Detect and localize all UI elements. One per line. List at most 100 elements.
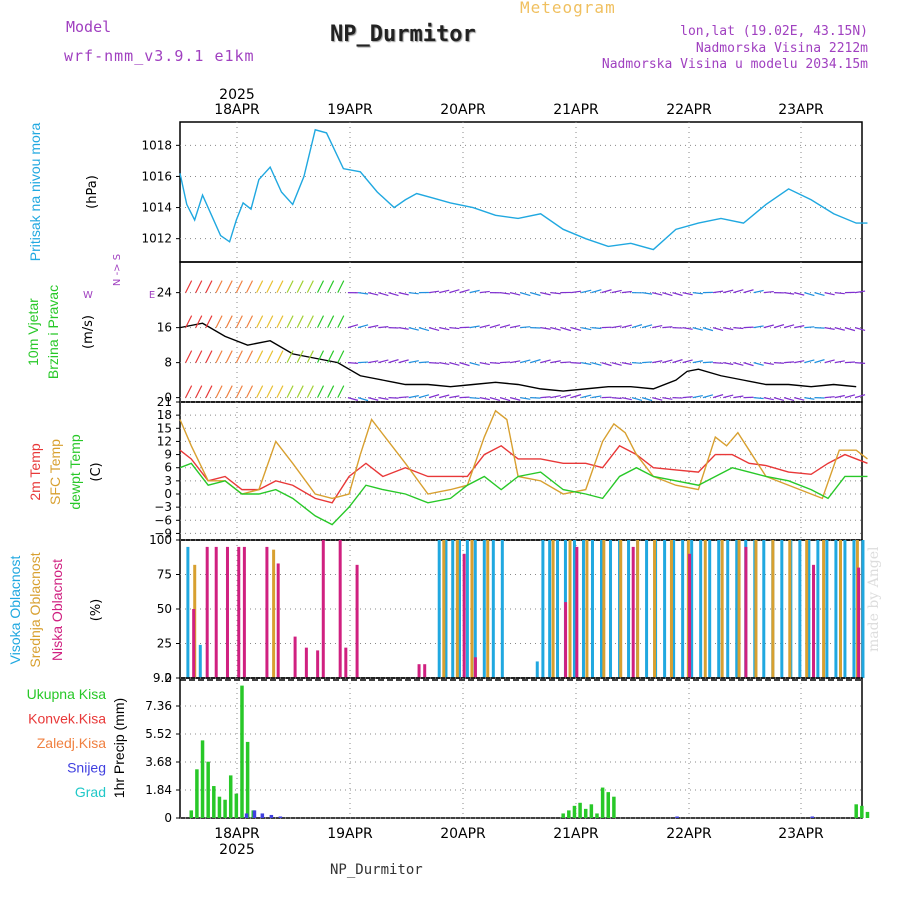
wind-arrow [388, 359, 399, 364]
wind-arrow [581, 327, 592, 331]
wind-arrow [276, 280, 284, 293]
wind-arrow [358, 361, 369, 364]
wind-arrow [449, 362, 460, 366]
day-label-bottom: 22APR [666, 826, 712, 842]
wind-arrow [652, 397, 663, 401]
wind-arrow [804, 292, 815, 297]
bar [681, 540, 685, 678]
wind-arrow [844, 327, 856, 332]
bar [491, 540, 495, 678]
bar [834, 540, 838, 678]
pressure-axis-label: Pritisak na nivou mora [27, 123, 43, 262]
bar [590, 540, 594, 678]
wind-arrow [266, 280, 274, 293]
wind-arrow [631, 324, 643, 329]
wind-arrow [804, 326, 815, 329]
bar [599, 540, 603, 678]
bar [619, 540, 623, 678]
day-label-top: 21APR [553, 102, 599, 118]
y-tick-label: 8 [164, 356, 172, 370]
compass-e: E [149, 290, 155, 301]
wind-arrow [499, 292, 511, 295]
wind-arrow [662, 359, 673, 364]
wind-arrow [225, 280, 233, 293]
bar [237, 546, 241, 678]
wind-arrow [316, 350, 325, 363]
bar [212, 786, 216, 818]
y-tick-label: −9 [154, 526, 172, 540]
wind-arrow [276, 315, 284, 328]
wind-arrow [611, 289, 622, 294]
wind-arrow [753, 362, 764, 366]
temp-unit: (C) [89, 462, 104, 481]
wind-arrow [530, 292, 541, 297]
wind-arrow [195, 385, 203, 398]
wind-arrow [824, 327, 835, 330]
wind-arrow [611, 397, 622, 400]
bar [473, 657, 477, 678]
y-tick-label: 0 [164, 487, 172, 501]
wind-arrow [225, 350, 233, 363]
wind-arrow [753, 325, 764, 329]
wind-arrow [327, 280, 335, 293]
footer-station-label: NP_Durmitor [330, 862, 423, 878]
bar [568, 540, 572, 678]
wind-arrow [449, 327, 460, 330]
wind-arrow [743, 289, 754, 294]
wind-arrow [581, 289, 592, 294]
bar [595, 813, 599, 818]
wind-arrow [357, 324, 369, 329]
wind-arrow [570, 327, 582, 332]
bar [223, 799, 227, 818]
wind-arrow [834, 327, 845, 331]
bar [865, 811, 870, 818]
y-tick-label: 1016 [141, 169, 172, 183]
bar [252, 810, 257, 818]
wind-arrow [510, 397, 521, 401]
wind-arrow [581, 362, 592, 366]
wind-arrow [489, 362, 500, 364]
wind-arrow [205, 315, 213, 328]
bar [600, 787, 605, 818]
wind-arrow [469, 397, 480, 400]
lonlat-label: lon,lat (19.02E, 43.15N) [680, 24, 868, 39]
model-label: Model [66, 18, 112, 36]
y-tick-label: 75 [157, 568, 172, 582]
wind-arrow [692, 360, 703, 364]
wind-arrow [692, 292, 703, 295]
wind-arrow [316, 315, 325, 328]
bar [672, 540, 676, 678]
bar [720, 540, 724, 678]
wind-arrow [520, 292, 531, 297]
wind-arrow [814, 359, 825, 364]
bar [822, 540, 826, 678]
wind-arrow [712, 327, 724, 331]
wind-arrow [185, 385, 193, 398]
wind-arrow [652, 360, 663, 364]
bar [444, 540, 448, 678]
bar [276, 563, 280, 678]
bar [338, 540, 342, 678]
bar [417, 664, 421, 678]
bar [567, 810, 571, 818]
wind-arrow [702, 361, 713, 364]
wind-arrow [834, 292, 845, 295]
wind-arrow [550, 327, 561, 331]
wind-arrow [347, 397, 359, 401]
y-tick-label: 9 [164, 448, 172, 462]
wind-arrow [510, 324, 521, 329]
bar [699, 540, 703, 678]
model-altitude-label: Nadmorska Visina u modelu 2034.15m [601, 57, 868, 72]
bar [726, 540, 730, 678]
bar [451, 540, 455, 678]
bar [556, 540, 560, 678]
wind-arrow [479, 397, 490, 401]
bar [703, 540, 707, 678]
bar [798, 540, 802, 678]
wind-arrow [378, 359, 389, 364]
wind-arrow [185, 315, 193, 328]
wind-arrow [235, 280, 243, 293]
wind-arrow [641, 292, 653, 295]
compass-w: W [83, 290, 93, 301]
wind-arrow [489, 324, 501, 329]
